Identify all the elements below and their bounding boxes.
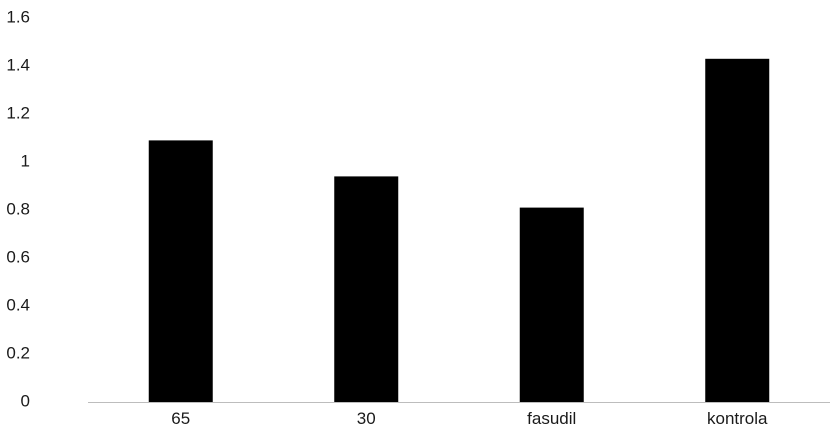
y-axis-ticks: 0 0.2 0.4 0.6 0.8 1 1.2 1.4 1.6 — [6, 7, 30, 410]
y-tick-label: 0.4 — [6, 295, 30, 314]
bars — [148, 58, 770, 403]
bar-kontrola — [705, 58, 770, 403]
x-category-label: 30 — [357, 409, 376, 428]
x-category-label: kontrola — [707, 409, 768, 428]
y-tick-label: 0.8 — [6, 199, 30, 218]
bar-fasudil — [519, 207, 584, 402]
bar-65 — [148, 140, 213, 402]
x-axis-labels: 65 30 fasudil kontrola — [171, 409, 768, 428]
x-category-label: 65 — [171, 409, 190, 428]
y-tick-label: 0.6 — [6, 247, 30, 266]
y-tick-label: 1.2 — [6, 103, 30, 122]
y-tick-label: 1 — [21, 151, 30, 170]
y-tick-label: 1.6 — [6, 7, 30, 26]
y-tick-label: 0 — [21, 391, 30, 410]
y-tick-label: 0.2 — [6, 343, 30, 362]
x-category-label: fasudil — [527, 409, 576, 428]
bar-30 — [334, 176, 399, 402]
y-tick-label: 1.4 — [6, 55, 30, 74]
